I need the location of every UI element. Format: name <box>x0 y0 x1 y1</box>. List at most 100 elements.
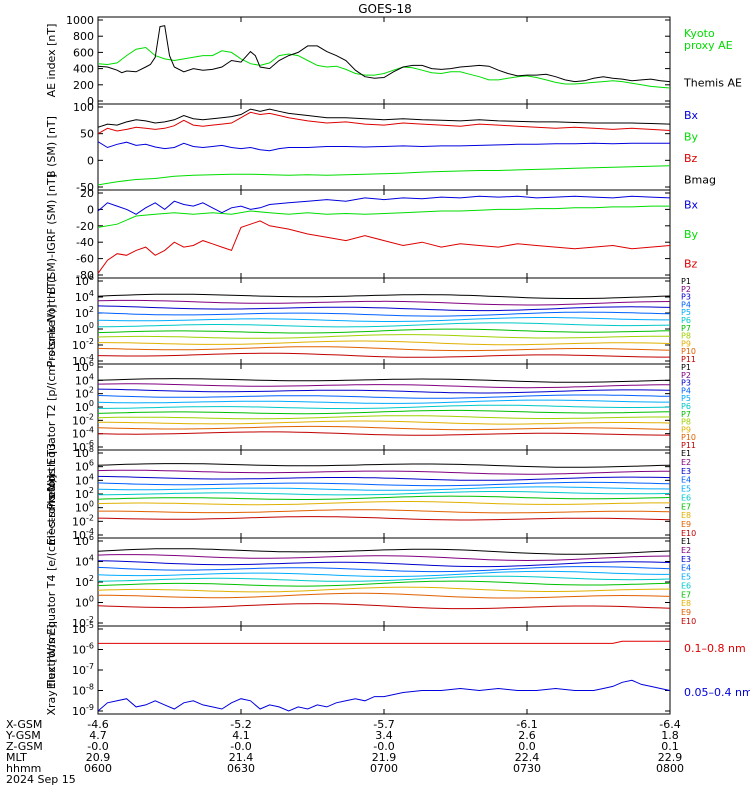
channel-label: P10 <box>681 433 696 442</box>
channel-e5 <box>98 570 670 577</box>
channel-p10 <box>98 346 670 352</box>
axis-row-value: 20.9 <box>86 751 111 764</box>
series-0-05-0-4-nm <box>98 679 670 712</box>
channel-p5 <box>98 317 670 322</box>
series-0-1-0-8-nm <box>98 640 670 644</box>
axis-row-value: -0.0 <box>87 740 108 753</box>
date-label: 2024 Sep 15 <box>6 773 76 786</box>
channel-label: E2 <box>681 546 691 555</box>
channel-e1 <box>98 548 670 555</box>
channel-label: P8 <box>681 418 691 427</box>
channel-p7 <box>98 409 670 415</box>
channel-label: E2 <box>681 458 691 467</box>
y-axis-label: Electrons North T3 <box>45 443 58 545</box>
plot-area <box>98 25 670 89</box>
y-tick-label: 0 <box>87 203 94 216</box>
channel-label: E9 <box>681 520 691 529</box>
channel-p1 <box>98 378 670 383</box>
x-axis-table: X-GSM -4.6 -5.2 -5.7 -6.1 -6.4 Y-GSM 4.7 4.1 3.4 2… <box>5 718 684 786</box>
panel-2: -50 0 50 100 B (SM) [nT] Bx By Bz Bmag <box>45 101 716 194</box>
y-tick-label: -50 <box>76 181 94 194</box>
channel-label: E3 <box>681 555 691 564</box>
channel-p2 <box>98 383 670 389</box>
channel-label: E7 <box>681 502 691 511</box>
channel-e4 <box>98 566 670 573</box>
channel-p3 <box>98 305 670 312</box>
y-tick-label: 0 <box>87 154 94 167</box>
y-tick-label: -60 <box>76 253 94 266</box>
channel-p7 <box>98 328 670 334</box>
legend-label: By <box>684 228 699 241</box>
axis-row-value: 4.7 <box>89 729 107 742</box>
legend-label: Bz <box>684 152 698 165</box>
axis-row-value: 0.0 <box>518 740 536 753</box>
channel-label: P5 <box>681 394 691 403</box>
y-tick-label: 200 <box>73 79 94 92</box>
panel-3: -80 -60 -40 -20 0 20 B (SM)-IGRF (SM) [nT] Bx By… <box>45 174 699 294</box>
channel-e6 <box>98 491 670 496</box>
channel-label: E1 <box>681 449 691 458</box>
legend-label: Bz <box>684 257 698 270</box>
channel-p3 <box>98 388 670 394</box>
channel-e10 <box>98 603 670 610</box>
channel-label: E8 <box>681 599 691 608</box>
series-by <box>98 165 670 186</box>
panel-1: 0 200 400 600 800 1000 AE index [nT] Kyotoproxy… <box>45 14 742 108</box>
channel-label: P9 <box>681 425 691 434</box>
channel-label: E1 <box>681 537 691 546</box>
channel-label: E10 <box>681 617 696 626</box>
channel-p5 <box>98 399 670 404</box>
axis-row-value: 0630 <box>227 762 255 775</box>
channel-e6 <box>98 575 670 582</box>
channel-label: P6 <box>681 402 691 411</box>
channel-e9 <box>98 509 670 514</box>
axis-row-label: Y-GSM <box>5 729 41 742</box>
axis-row-label: MLT <box>6 751 27 764</box>
channel-label: E9 <box>681 608 691 617</box>
axis-row-value: -5.7 <box>373 718 394 731</box>
channel-label: P10 <box>681 347 696 356</box>
channel-p9 <box>98 420 670 425</box>
channel-p6 <box>98 404 670 410</box>
channel-e1 <box>98 463 670 468</box>
channel-label: E6 <box>681 581 691 590</box>
channel-e3 <box>98 475 670 481</box>
legend-label: Bx <box>684 109 699 122</box>
channel-label: P1 <box>681 363 691 372</box>
channel-p4 <box>98 394 670 399</box>
y-tick-label: 0 <box>87 95 94 108</box>
channel-label: E8 <box>681 511 691 520</box>
channel-e7 <box>98 580 670 587</box>
channel-label: E6 <box>681 493 691 502</box>
y-axis-label: Xray flux [W/m²] <box>45 624 58 715</box>
axis-row-value: -6.4 <box>659 718 680 731</box>
channel-label: P2 <box>681 285 691 294</box>
axis-row-value: 2.6 <box>518 729 536 742</box>
axis-row-value: 0600 <box>84 762 112 775</box>
channel-label: P8 <box>681 332 691 341</box>
channel-e8 <box>98 586 670 593</box>
y-tick-label: 400 <box>73 63 94 76</box>
y-axis-label: Protons North T1 <box>45 275 58 368</box>
channel-p11 <box>98 352 670 358</box>
channel-label: P11 <box>681 441 696 450</box>
channel-label: E4 <box>681 476 691 485</box>
y-tick-label: 600 <box>73 46 94 59</box>
channel-label: E10 <box>681 529 696 538</box>
channel-e7 <box>98 495 670 500</box>
legend-label: Kyoto <box>684 27 715 40</box>
channel-p2 <box>98 299 670 306</box>
axis-row-value: 0730 <box>513 762 541 775</box>
legend-label: By <box>684 130 699 143</box>
axis-row-value: 1.8 <box>661 729 679 742</box>
series-kyoto-proxy-ae <box>98 46 670 89</box>
channel-p4 <box>98 311 670 317</box>
channel-p6 <box>98 322 670 328</box>
axis-row-label: hhmm <box>6 762 41 775</box>
channel-label: P6 <box>681 316 691 325</box>
